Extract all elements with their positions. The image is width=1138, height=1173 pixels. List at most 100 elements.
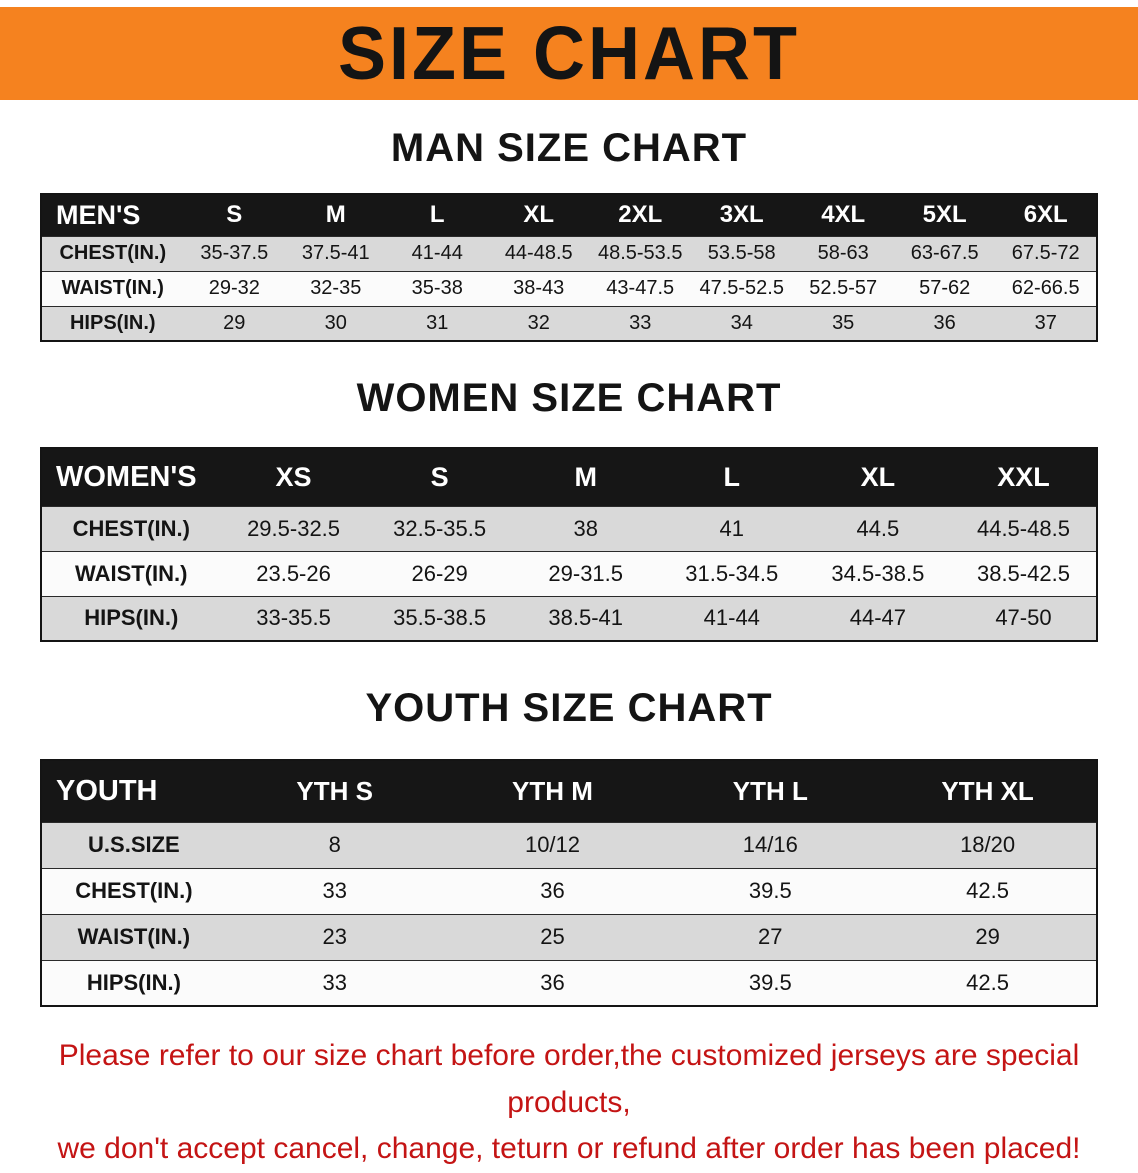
table-cell: 44.5-48.5 <box>976 515 1070 541</box>
table-cell: 39.5 <box>748 878 792 903</box>
table-cell: 35-37.5 <box>200 242 269 264</box>
size-column-header: YTH L <box>661 760 880 822</box>
table-cell: 27 <box>758 924 783 949</box>
table-cell: 32.5-35.5 <box>393 515 487 541</box>
row-label: U.S.SIZE <box>88 832 180 857</box>
men-size-table: MEN'S S M L XL 2XL 3XL 4XL 5XL 6XL CHEST(IN.) 35-37… <box>40 193 1098 342</box>
table-cell: 38 <box>573 515 598 541</box>
footer-disclaimer-line-2: we don't accept cancel, change, teturn o… <box>57 1132 1081 1165</box>
table-cell: 41-44 <box>411 242 463 264</box>
table-corner-label: MEN'S <box>41 194 184 236</box>
table-row: CHEST(IN.) 29.5-32.5 32.5-35.5 38 41 44.5 44.5… <box>41 506 1097 551</box>
size-column-header: S <box>183 194 286 236</box>
table-cell: 38.5-42.5 <box>976 560 1070 586</box>
table-cell: 33 <box>629 311 652 334</box>
table-cell: 10/12 <box>524 832 581 857</box>
table-header-row: YOUTH YTH S YTH M YTH L YTH XL <box>41 760 1097 822</box>
table-cell: 33 <box>322 969 347 995</box>
size-column-header: YTH M <box>443 760 662 822</box>
table-cell: 57-62 <box>919 277 971 299</box>
table-cell: 29-32 <box>208 277 260 299</box>
table-row: CHEST(IN.) 35-37.5 37.5-41 41-44 44-48.5 48.5… <box>41 236 1097 271</box>
row-label: CHEST(IN.) <box>59 242 167 264</box>
table-cell: 23.5-26 <box>256 560 331 586</box>
table-cell: 25 <box>540 924 565 949</box>
table-cell: 34.5-38.5 <box>831 560 925 586</box>
table-cell: 33 <box>322 878 347 903</box>
size-column-header: M <box>285 194 387 236</box>
table-cell: 62-66.5 <box>1011 277 1080 299</box>
table-cell: 30 <box>324 311 347 334</box>
table-cell: 48.5-53.5 <box>597 242 683 264</box>
table-row: HIPS(IN.) 29 30 31 32 33 34 35 36 37 <box>41 306 1097 341</box>
size-column-header: 6XL <box>995 194 1097 236</box>
table-cell: 29 <box>223 311 246 334</box>
size-chart-banner: SIZE CHART <box>0 7 1138 100</box>
table-row: U.S.SIZE 8 10/12 14/16 18/20 <box>41 822 1097 868</box>
footer-disclaimer: Please refer to our size chart before or… <box>0 1033 1138 1173</box>
row-label: WAIST(IN.) <box>75 560 188 586</box>
man-size-chart-heading: MAN SIZE CHART <box>390 126 748 170</box>
table-corner-label: YOUTH <box>41 760 226 822</box>
row-label: WAIST(IN.) <box>77 924 191 949</box>
table-cell: 47-50 <box>995 605 1052 631</box>
table-cell: 18/20 <box>960 832 1016 857</box>
table-row: WAIST(IN.) 23.5-26 26-29 29-31.5 31.5-34.5 34… <box>41 551 1097 596</box>
row-label: HIPS(IN.) <box>84 605 179 631</box>
size-column-header: XL <box>804 448 951 506</box>
table-row: WAIST(IN.) 29-32 32-35 35-38 38-43 43-47.5 47.… <box>41 271 1097 306</box>
table-cell: 23 <box>322 924 347 949</box>
table-header-row: MEN'S S M L XL 2XL 3XL 4XL 5XL 6XL <box>41 194 1097 236</box>
banner-title: SIZE CHART <box>338 11 800 96</box>
table-cell: 67.5-72 <box>1011 242 1080 264</box>
table-cell: 58-63 <box>817 242 869 264</box>
size-column-header: YTH S <box>225 760 444 822</box>
table-corner-label: WOMEN'S <box>41 448 221 506</box>
table-cell: 29 <box>975 924 1000 949</box>
table-cell: 26-29 <box>411 560 468 586</box>
table-cell: 8 <box>328 832 341 857</box>
table-row: CHEST(IN.) 33 36 39.5 42.5 <box>41 868 1097 914</box>
size-column-header: S <box>366 448 513 506</box>
table-cell: 41-44 <box>703 605 760 631</box>
row-label: CHEST(IN.) <box>75 878 193 903</box>
size-column-header: M <box>512 448 659 506</box>
women-size-chart-heading: WOMEN SIZE CHART <box>356 376 782 420</box>
table-cell: 38.5-41 <box>548 605 624 631</box>
table-cell: 37 <box>1034 311 1057 334</box>
table-cell: 42.5 <box>966 969 1009 995</box>
table-cell: 29.5-32.5 <box>247 515 341 541</box>
table-cell: 39.5 <box>748 969 792 995</box>
table-cell: 47.5-52.5 <box>699 277 784 299</box>
table-cell: 33-35.5 <box>256 605 331 631</box>
table-cell: 36 <box>540 878 565 903</box>
table-cell: 44.5 <box>856 515 900 541</box>
youth-size-table: YOUTH YTH S YTH M YTH L YTH XL U.S.SIZE 8 10/12… <box>40 759 1098 1007</box>
table-cell: 44-47 <box>849 605 906 631</box>
table-cell: 31.5-34.5 <box>685 560 779 586</box>
table-cell: 32-35 <box>310 277 362 299</box>
table-cell: 52.5-57 <box>809 277 878 299</box>
size-column-header: 2XL <box>589 194 691 236</box>
table-cell: 29-31.5 <box>548 560 624 586</box>
table-cell: 36 <box>540 969 565 995</box>
size-column-header: L <box>658 448 805 506</box>
table-cell: 41 <box>719 515 745 541</box>
table-row: HIPS(IN.) 33-35.5 35.5-38.5 38.5-41 41-44 44-… <box>41 596 1097 641</box>
row-label: WAIST(IN.) <box>61 277 164 299</box>
size-column-header: XL <box>488 194 590 236</box>
women-size-table: WOMEN'S XS S M L XL XXL CHEST(IN.) 29.5-32.5 32.5… <box>40 447 1098 642</box>
table-cell: 36 <box>933 311 956 334</box>
table-cell: 38-43 <box>513 277 565 299</box>
size-column-header: 3XL <box>690 194 793 236</box>
size-column-header: YTH XL <box>879 760 1097 822</box>
table-cell: 43-47.5 <box>606 277 675 299</box>
table-cell: 42.5 <box>966 878 1009 903</box>
table-cell: 34 <box>730 311 753 334</box>
youth-size-chart-heading: YOUTH SIZE CHART <box>365 686 773 730</box>
table-cell: 35-38 <box>411 277 463 299</box>
table-cell: 35.5-38.5 <box>393 605 487 631</box>
size-column-header: 5XL <box>893 194 996 236</box>
table-cell: 44-48.5 <box>504 242 573 264</box>
table-cell: 37.5-41 <box>301 242 370 264</box>
